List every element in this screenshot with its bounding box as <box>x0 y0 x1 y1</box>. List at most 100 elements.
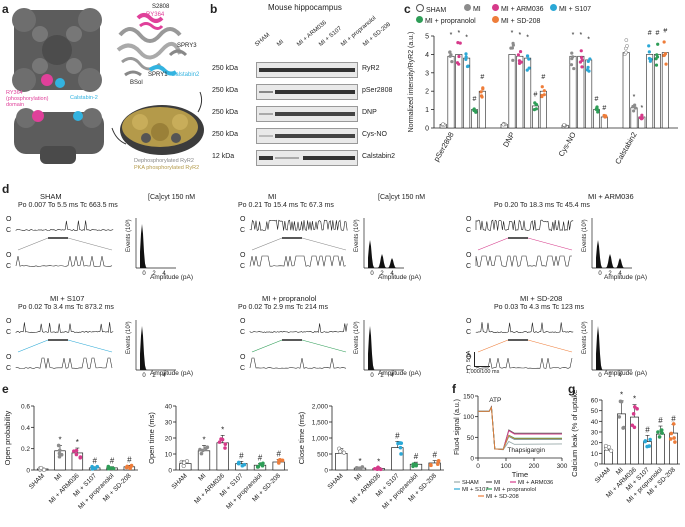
x-axis-label: Time <box>512 470 528 479</box>
label-spry3: SPRY3 <box>177 43 197 49</box>
annotation-atp: ATP <box>489 397 501 404</box>
data-point <box>656 42 660 46</box>
significance-mark: # <box>127 455 132 464</box>
data-point <box>472 107 476 111</box>
data-point <box>398 441 402 445</box>
data-point <box>660 431 664 435</box>
y-tick-label: 50 <box>467 435 475 442</box>
data-point <box>659 428 664 432</box>
hist-xlabel-1: Amplitude (pA) <box>150 274 193 281</box>
data-point <box>464 55 468 59</box>
y-tick-label: 1,500 <box>312 420 329 427</box>
blot-band-dnp <box>256 106 358 122</box>
zoom-line <box>251 339 283 353</box>
bar-DNP-MI <box>508 54 516 129</box>
panel-d: SHAM Po 0.007 To 5.5 ms Tc 663.5 ms [Ca]… <box>0 190 685 380</box>
data-point <box>657 435 662 439</box>
blot-lane-labels: SHAM MI MI + ARM036 MI + S107 MI + propr… <box>254 14 392 54</box>
y-tick-label: 1 <box>425 107 429 114</box>
zoom-line <box>301 339 347 353</box>
significance-mark: * <box>465 34 468 41</box>
data-point <box>671 422 676 426</box>
y-tick-label: 40 <box>591 419 599 426</box>
legend-label: MI + propranolol <box>494 487 536 493</box>
y-tick-label: 0 <box>324 468 328 475</box>
data-point <box>580 65 584 69</box>
data-point <box>516 53 521 57</box>
bar-MI <box>617 413 626 465</box>
significance-mark: * <box>640 105 643 112</box>
pka-phosphorylated-overlay <box>120 105 204 155</box>
blot-band-cysno <box>256 128 358 144</box>
data-point <box>525 68 529 72</box>
c-label-5b: C <box>240 365 246 372</box>
hist-xlabel-2: Amplitude (pA) <box>378 274 421 281</box>
data-point <box>624 38 629 42</box>
y-tick-label: 30 <box>165 420 173 427</box>
hist-xlabel-4: Amplitude (pA) <box>150 370 193 377</box>
legend-label: MI <box>494 480 501 486</box>
significance-mark: # <box>432 451 437 460</box>
data-point <box>542 89 546 93</box>
single-channel-traces: 0 2 4 0 2 4 0 2 40 2 4 0 2 4 0 2 4 <box>15 218 632 379</box>
x-tick-label: SHAM <box>28 472 46 490</box>
data-point <box>106 466 111 471</box>
label-ry364-top: RY364 <box>146 12 165 18</box>
significance-mark: * <box>511 30 514 37</box>
data-point <box>201 448 205 453</box>
data-point <box>532 107 537 112</box>
data-point <box>569 63 574 67</box>
trace-title-sd208: MI + SD-208 <box>520 294 563 303</box>
data-point <box>456 41 460 45</box>
legend-arm036: MI + ARM036 <box>492 4 544 13</box>
data-point <box>525 54 530 58</box>
zoom-line <box>17 339 49 353</box>
hist-x-tick: 4 <box>162 373 166 379</box>
series-line-MI <box>478 405 562 450</box>
data-point <box>258 462 263 466</box>
x-tick-label: MI <box>197 472 207 482</box>
hist-x-tick: 4 <box>390 373 394 379</box>
data-point <box>465 64 470 69</box>
legend-label: SHAM <box>462 480 479 486</box>
bar-pSer2808-MI + S107 <box>463 57 471 129</box>
c-label-3: C <box>466 227 472 234</box>
data-point <box>587 69 591 73</box>
legend-sham: SHAM <box>416 4 446 14</box>
zoom-line <box>477 339 509 353</box>
significance-mark: # <box>110 457 115 466</box>
data-point <box>128 465 133 469</box>
data-point <box>449 53 453 57</box>
data-point <box>428 462 433 467</box>
y-tick-label: 2 <box>425 89 429 96</box>
data-point <box>662 40 666 44</box>
panel-letter-d: d <box>2 182 10 196</box>
bar-MI + S107 <box>391 447 404 471</box>
data-point <box>78 455 83 460</box>
bar-Cys-NO-MI + SD-208 <box>600 116 608 129</box>
data-point <box>242 462 247 467</box>
lane-mi: MI <box>276 39 286 48</box>
annotation-thapsigargin: Thapsigargin <box>507 447 545 454</box>
significance-mark: * <box>58 435 61 444</box>
data-point <box>457 54 461 59</box>
y-tick-label: 0 <box>168 468 172 475</box>
y-tick-label: 60 <box>591 398 599 405</box>
panel-c-chart: 0 1 2 3 4 5 Normalized intensity/RyR2 (a.u.) * *… <box>408 28 678 166</box>
data-point <box>93 466 98 470</box>
c-label-4b: C <box>6 365 12 372</box>
data-point <box>572 66 576 71</box>
scale-bar-horizontal: 1,000/100 ms <box>466 369 500 375</box>
series-line-MI + S107 <box>478 406 562 450</box>
data-point <box>181 463 186 469</box>
y-tick-label: 20 <box>591 440 599 447</box>
hist-x-tick: 4 <box>618 271 622 277</box>
blot-name-row-2: pSer2808 <box>362 87 393 94</box>
data-point <box>198 447 202 452</box>
hist-xlabel-3: Amplitude (pA) <box>604 274 647 281</box>
data-point <box>277 461 281 465</box>
amplitude-histogram <box>140 326 176 370</box>
trace-title-arm036: MI + ARM036 <box>588 192 634 201</box>
